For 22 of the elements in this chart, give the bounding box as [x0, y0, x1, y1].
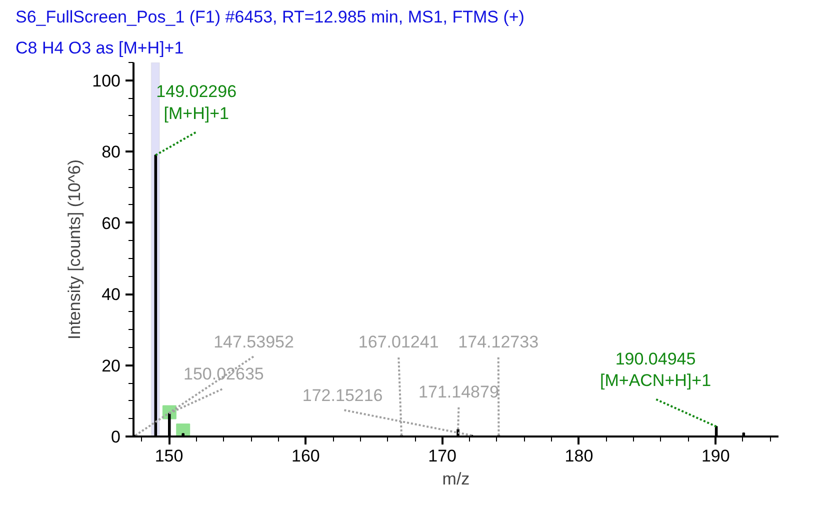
x-tick-label: 150	[154, 446, 184, 466]
x-axis-title: m/z	[442, 470, 470, 488]
y-tick-label: 20	[102, 356, 121, 376]
annotation: 172.15216	[302, 386, 383, 405]
annotation: 174.12733	[458, 332, 539, 352]
y-tick-label: 40	[102, 285, 121, 304]
x-tick-label: 190	[701, 446, 730, 466]
chart-title: S6_FullScreen_Pos_1 (F1) #6453, RT=12.985 min, MS1, FTMS (+)	[16, 8, 524, 26]
y-tick-label: 100	[92, 71, 121, 90]
y-tick-label: 0	[111, 428, 121, 446]
annotation: 167.01241	[358, 332, 439, 352]
x-tick-label: 160	[292, 446, 320, 466]
x-tick-label: 180	[564, 446, 594, 466]
annotation: 149.02296 [M+H]+1	[156, 82, 237, 124]
y-tick-label: 60	[102, 214, 121, 233]
annotation: 190.04945 [M+ACN+H]+1	[600, 349, 712, 390]
y-axis-title: Intensity [counts] (10^6)	[65, 160, 84, 340]
annotation: 171.14879	[418, 382, 499, 402]
y-tick-label: 80	[102, 142, 121, 162]
annotation: 147.53952	[214, 332, 294, 352]
x-tick-label: 170	[428, 446, 457, 466]
chart-subtitle: C8 H4 O3 as [M+H]+1	[16, 38, 184, 58]
